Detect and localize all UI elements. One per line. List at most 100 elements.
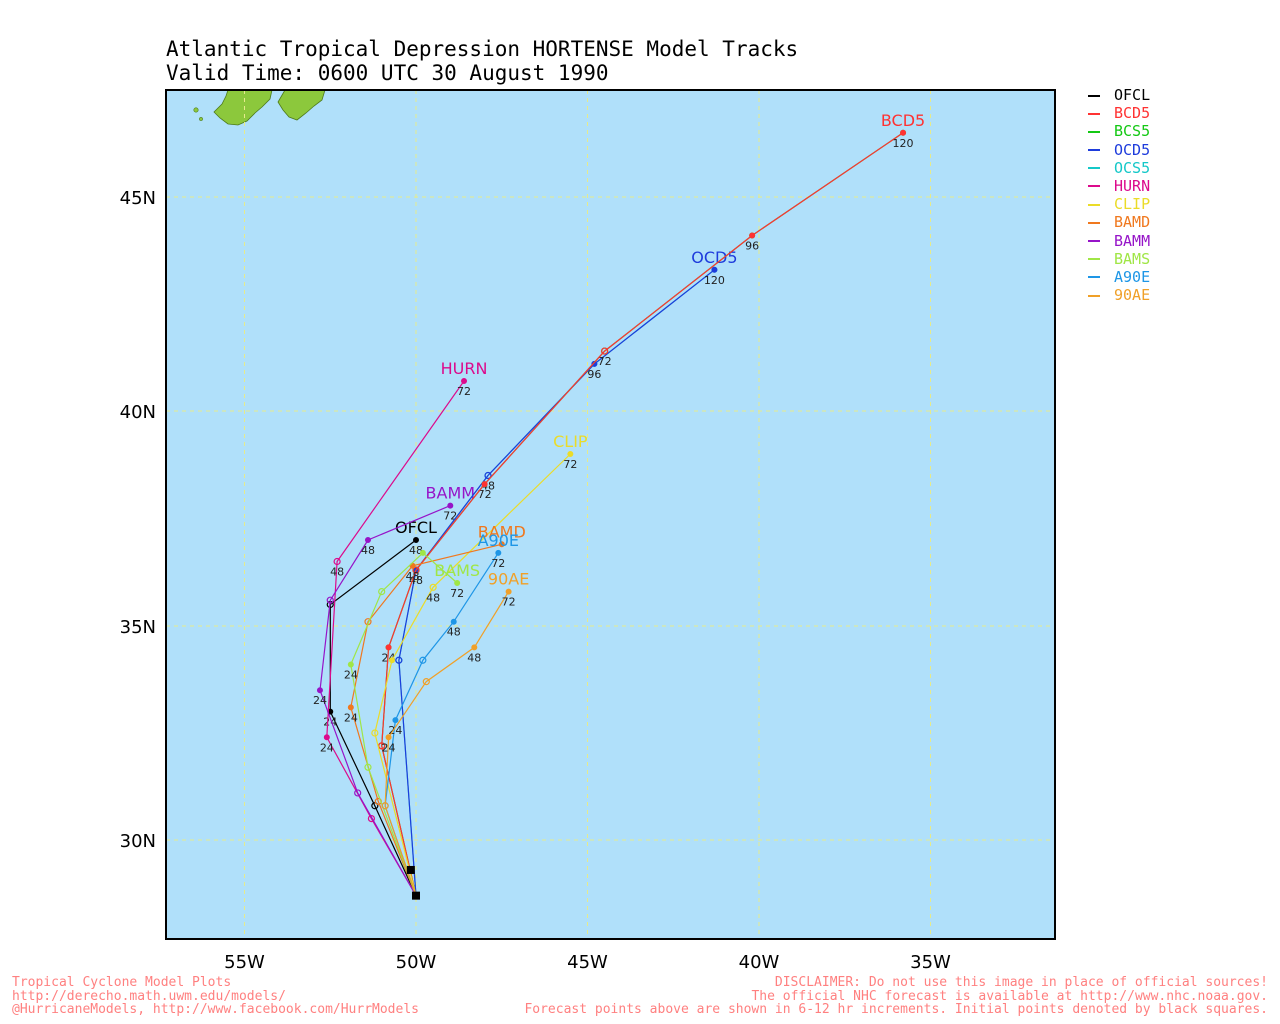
forecast-hour-label: 72	[598, 355, 612, 368]
track-line-ocd5	[398, 269, 715, 896]
map-subtitle: Valid Time: 0600 UTC 30 August 1990	[166, 61, 609, 85]
land-islet	[193, 107, 199, 113]
forecast-point	[364, 536, 371, 543]
forecast-point	[505, 588, 512, 595]
lon-tick-label: 35W	[910, 952, 951, 973]
forecast-point	[481, 481, 488, 488]
legend-swatch	[1088, 130, 1100, 133]
forecast-point	[388, 657, 395, 664]
footer-disclaimer: DISCLAIMER: Do not use this image in pla…	[524, 976, 1268, 1017]
legend-label: BCD5	[1114, 104, 1151, 123]
ocean-background	[166, 90, 1055, 939]
forecast-hour-label: 48	[426, 591, 440, 604]
legend-label: BAMS	[1114, 249, 1151, 268]
forecast-hour-label: 48	[447, 626, 461, 639]
legend-swatch	[1088, 167, 1100, 170]
lat-tick-label: 30N	[120, 831, 156, 852]
legend-swatch	[1088, 149, 1100, 152]
track-end-label: HURN	[441, 359, 488, 378]
legend-label: CLIP	[1114, 195, 1151, 214]
legend-item: BCS5	[1088, 122, 1150, 140]
track-end-label: BAMM	[426, 484, 476, 503]
initial-point-square	[406, 865, 415, 874]
legend-label: A90E	[1114, 267, 1151, 286]
land-avalon	[277, 90, 326, 121]
forecast-point	[354, 789, 362, 797]
forecast-hour-label: 120	[893, 137, 914, 150]
forecast-point	[326, 596, 334, 604]
forecast-hour-label: 48	[409, 544, 423, 557]
track-end-label: OFCL	[395, 518, 437, 537]
legend-swatch	[1088, 258, 1100, 261]
forecast-point	[364, 763, 372, 771]
track-end-label: BCD5	[881, 111, 925, 130]
footer-line: Forecast points above are shown in 6-12 …	[524, 1002, 1268, 1017]
forecast-hour-label: 120	[704, 274, 725, 287]
legend-item: BCD5	[1088, 104, 1150, 122]
track-line-bams	[350, 552, 458, 896]
forecast-point	[484, 471, 492, 480]
forecast-hour-label: 72	[502, 596, 516, 609]
legend-swatch	[1088, 94, 1100, 97]
forecast-hour-label: 48	[361, 544, 375, 557]
forecast-hour-label: 24	[313, 694, 327, 707]
legend-swatch	[1088, 221, 1100, 224]
footer-line: Tropical Cyclone Model Plots	[12, 975, 232, 990]
lon-tick-label: 55W	[224, 952, 265, 973]
legend-label: BAMM	[1114, 231, 1151, 250]
lon-tick-label: 50W	[396, 952, 437, 973]
forecast-point	[412, 566, 420, 574]
legend-item: 90AE	[1088, 286, 1150, 304]
forecast-hour-label: 72	[457, 385, 471, 398]
forecast-point	[419, 549, 426, 556]
forecast-hour-label: 24	[344, 669, 358, 682]
forecast-point	[601, 347, 609, 355]
footer-link[interactable]: http://derecho.math.uwm.edu/models/	[12, 988, 286, 1004]
track-end-label: BAMS	[434, 561, 480, 580]
forecast-point	[316, 687, 323, 694]
forecast-point	[567, 451, 574, 458]
forecast-hour-label: 24	[388, 724, 402, 737]
track-line-bamd	[350, 543, 502, 896]
lat-tick-label: 40N	[120, 402, 156, 423]
forecast-hour-label: 96	[587, 368, 601, 381]
forecast-point	[461, 378, 468, 385]
track-end-label: BAMD	[478, 522, 526, 541]
lon-tick-label: 40W	[739, 952, 780, 973]
forecast-point	[347, 661, 354, 668]
forecast-hour-label: 48	[330, 566, 344, 579]
legend-label: OFCL	[1114, 86, 1151, 104]
forecast-point	[450, 618, 457, 625]
forecast-point	[378, 587, 386, 596]
legend-item: OFCL	[1088, 86, 1150, 104]
forecast-point	[591, 360, 598, 367]
model-legend: OFCL BCD5 BCS5 OCD5 OCS5 HURN CLIP BAMD BAMM BAMS…	[1088, 86, 1150, 304]
forecast-point	[413, 536, 420, 543]
forecast-hour-label: 72	[491, 557, 505, 570]
legend-item: BAMD	[1088, 213, 1150, 231]
forecast-point	[385, 644, 392, 651]
legend-label: BAMD	[1114, 213, 1151, 232]
track-end-label: A90E	[478, 531, 519, 550]
footer-line: DISCLAIMER: Do not use this image in pla…	[774, 975, 1268, 990]
forecast-point	[419, 656, 427, 664]
legend-label: OCD5	[1114, 140, 1151, 159]
forecast-point	[323, 734, 330, 741]
track-end-label: 90AE	[488, 570, 529, 589]
legend-swatch	[1088, 112, 1100, 115]
forecast-point	[381, 802, 389, 810]
legend-item: BAMM	[1088, 232, 1150, 250]
legend-label: OCS5	[1114, 158, 1151, 177]
forecast-hour-label: 24	[320, 741, 334, 754]
forecast-point	[392, 717, 399, 724]
footer-line: The official NHC forecast is available a…	[751, 988, 1268, 1004]
lon-tick-label: 45W	[567, 952, 608, 973]
forecast-point	[498, 541, 505, 548]
land-newfoundland	[213, 90, 273, 126]
forecast-point	[900, 129, 907, 136]
forecast-point	[495, 549, 502, 556]
land-islet	[199, 117, 203, 121]
forecast-point	[347, 704, 354, 711]
forecast-point	[385, 734, 392, 741]
